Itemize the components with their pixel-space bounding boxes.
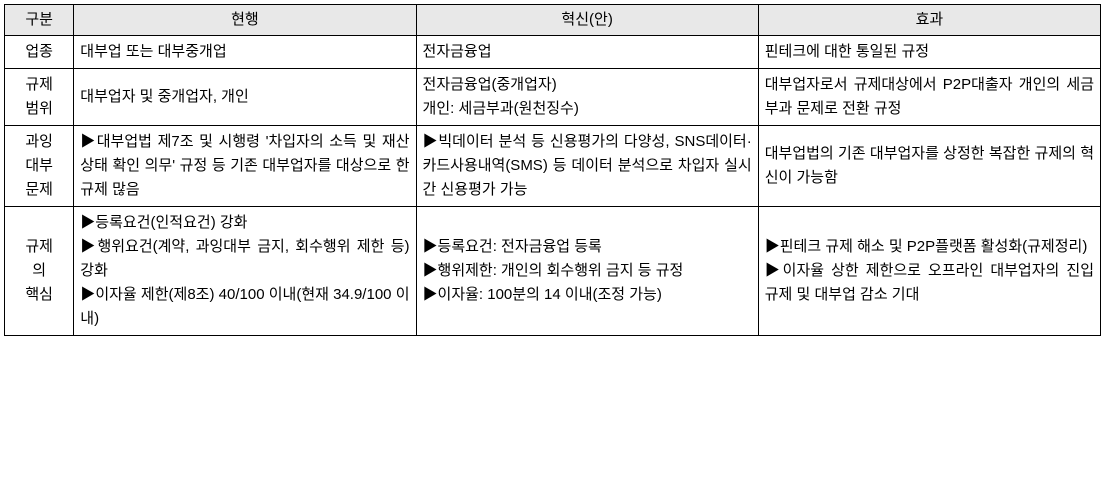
cell-current: ▶등록요건(인적요건) 강화 ▶행위요건(계약, 과잉대부 금지, 회수행위 제… bbox=[74, 207, 416, 336]
cell-category: 규제 범위 bbox=[5, 69, 74, 126]
comparison-table: 구분 현행 혁신(안) 효과 업종 대부업 또는 대부중개업 전자금융업 핀테크… bbox=[4, 4, 1101, 336]
header-category: 구분 bbox=[5, 5, 74, 36]
cell-category: 과잉 대부 문제 bbox=[5, 126, 74, 207]
cell-effect: 핀테크에 대한 통일된 규정 bbox=[758, 36, 1100, 69]
cell-category: 규제 의 핵심 bbox=[5, 207, 74, 336]
header-effect: 효과 bbox=[758, 5, 1100, 36]
cell-current: 대부업자 및 중개업자, 개인 bbox=[74, 69, 416, 126]
header-reform: 혁신(안) bbox=[416, 5, 758, 36]
cell-category: 업종 bbox=[5, 36, 74, 69]
table-row: 업종 대부업 또는 대부중개업 전자금융업 핀테크에 대한 통일된 규정 bbox=[5, 36, 1101, 69]
table-header: 구분 현행 혁신(안) 효과 bbox=[5, 5, 1101, 36]
table-body: 업종 대부업 또는 대부중개업 전자금융업 핀테크에 대한 통일된 규정 규제 … bbox=[5, 36, 1101, 336]
cell-reform: ▶빅데이터 분석 등 신용평가의 다양성, SNS데이터·카드사용내역(SMS)… bbox=[416, 126, 758, 207]
cell-reform: 전자금융업(중개업자) 개인: 세금부과(원천징수) bbox=[416, 69, 758, 126]
cell-effect: 대부업법의 기존 대부업자를 상정한 복잡한 규제의 혁신이 가능함 bbox=[758, 126, 1100, 207]
cell-current: 대부업 또는 대부중개업 bbox=[74, 36, 416, 69]
cell-reform: 전자금융업 bbox=[416, 36, 758, 69]
table-row: 규제 범위 대부업자 및 중개업자, 개인 전자금융업(중개업자) 개인: 세금… bbox=[5, 69, 1101, 126]
cell-effect: ▶핀테크 규제 해소 및 P2P플랫폼 활성화(규제정리) ▶이자율 상한 제한… bbox=[758, 207, 1100, 336]
header-current: 현행 bbox=[74, 5, 416, 36]
table-row: 규제 의 핵심 ▶등록요건(인적요건) 강화 ▶행위요건(계약, 과잉대부 금지… bbox=[5, 207, 1101, 336]
header-row: 구분 현행 혁신(안) 효과 bbox=[5, 5, 1101, 36]
cell-effect: 대부업자로서 규제대상에서 P2P대출자 개인의 세금 부과 문제로 전환 규정 bbox=[758, 69, 1100, 126]
cell-current: ▶대부업법 제7조 및 시행령 '차입자의 소득 및 재산상태 확인 의무' 규… bbox=[74, 126, 416, 207]
table-row: 과잉 대부 문제 ▶대부업법 제7조 및 시행령 '차입자의 소득 및 재산상태… bbox=[5, 126, 1101, 207]
cell-reform: ▶등록요건: 전자금융업 등록 ▶행위제한: 개인의 회수행위 금지 등 규정 … bbox=[416, 207, 758, 336]
